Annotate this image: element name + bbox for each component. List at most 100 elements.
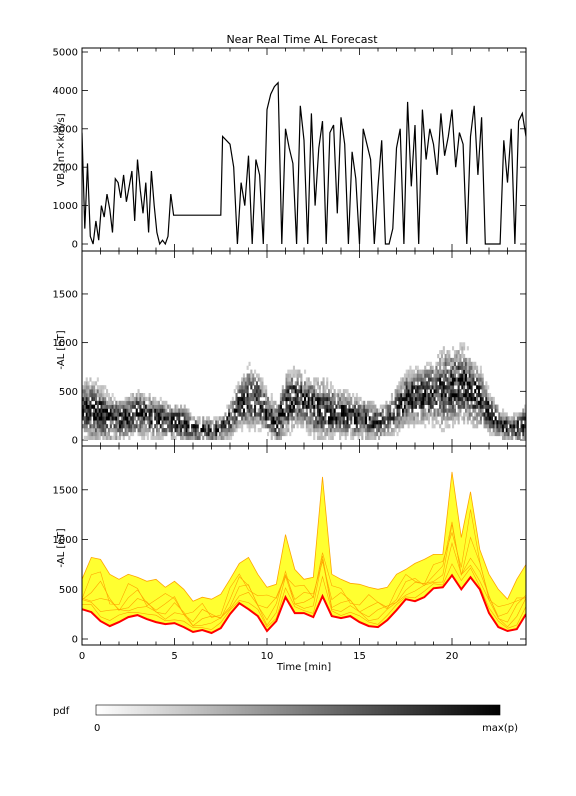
pdf-cell (420, 420, 423, 425)
pdf-cell (313, 377, 316, 382)
pdf-cell (316, 396, 319, 402)
pdf-cell (207, 420, 210, 425)
pdf-cell (331, 424, 334, 429)
pdf-cell (313, 431, 316, 437)
pdf-cell (353, 428, 356, 433)
pdf-cell (461, 385, 464, 390)
pdf-cell (113, 435, 116, 440)
pdf-cell (459, 400, 462, 405)
pdf-cell (109, 428, 112, 433)
pdf-cell (440, 389, 443, 394)
pdf-cell (455, 416, 458, 421)
pdf-cell (433, 396, 436, 402)
pdf-cell (181, 412, 184, 417)
pdf-cell (296, 393, 299, 398)
pdf-cell (381, 412, 384, 417)
pdf-cell (124, 428, 127, 433)
pdf-cell (477, 373, 480, 378)
pdf-cell (235, 393, 238, 398)
pdf-cell (265, 385, 268, 390)
pdf-cell (93, 416, 96, 421)
pdf-cell (231, 424, 234, 429)
pdf-cell (424, 396, 427, 402)
pdf-cell (390, 431, 393, 437)
pdf-cell (259, 385, 262, 390)
pdf-cell (341, 428, 344, 433)
pdf-cell (102, 420, 105, 425)
pdf-cell (416, 420, 419, 425)
pdf-cell (320, 381, 323, 386)
pdf-cell (93, 396, 96, 402)
pdf-cell (376, 408, 379, 413)
pdf-cell (381, 408, 384, 413)
pdf-cell (346, 396, 349, 402)
pdf-cell (476, 385, 479, 390)
pdf-cell (104, 428, 107, 433)
pdf-cell (285, 385, 288, 390)
pdf-cell (218, 431, 221, 437)
pdf-cell (139, 408, 142, 413)
pdf-cell (85, 381, 88, 386)
pdf-cell (339, 428, 342, 433)
pdf-cell (237, 420, 240, 425)
pdf-cell (96, 424, 99, 429)
pdf-cell (450, 400, 453, 405)
pdf-cell (233, 408, 236, 413)
pdf-cell (333, 400, 336, 405)
pdf-cell (154, 424, 157, 429)
pdf-cell (276, 412, 279, 417)
pdf-cell (261, 393, 264, 398)
pdf-cell (261, 400, 264, 405)
pdf-cell (370, 420, 373, 425)
pdf-cell (294, 373, 297, 378)
pdf-cell (328, 400, 331, 405)
pdf-cell (304, 400, 307, 405)
pdf-cell (98, 416, 101, 421)
pdf-cell (429, 373, 432, 378)
pdf-cell (109, 400, 112, 405)
pdf-cell (287, 396, 290, 402)
pdf-cell (435, 393, 438, 398)
pdf-cell (152, 408, 155, 413)
pdf-cell (431, 412, 434, 417)
pdf-cell (461, 373, 464, 378)
pdf-cell (446, 350, 449, 355)
pdf-cell (424, 400, 427, 405)
pdf-cell (416, 369, 419, 374)
pdf-cell (250, 424, 253, 429)
pdf-cell (328, 408, 331, 413)
pdf-cell (276, 416, 279, 421)
pdf-cell (111, 435, 114, 440)
pdf-cell (313, 412, 316, 417)
pdf-cell (431, 365, 434, 370)
pdf-cell (83, 381, 86, 386)
pdf-cell (119, 428, 122, 433)
pdf-cell (294, 420, 297, 425)
x-tick-label: 20 (446, 651, 459, 662)
pdf-cell (313, 435, 316, 440)
pdf-cell (337, 412, 340, 417)
pdf-cell (357, 412, 360, 417)
pdf-cell (93, 385, 96, 390)
pdf-cell (276, 404, 279, 409)
pdf-cell (424, 381, 427, 386)
pdf-cell (83, 400, 86, 405)
pdf-cell (246, 373, 249, 378)
pdf-cell (359, 428, 362, 433)
pdf-cell (300, 393, 303, 398)
pdf-cell (305, 381, 308, 386)
pdf-cell (148, 416, 151, 421)
pdf-cell (516, 424, 519, 429)
pdf-cell (490, 431, 493, 437)
pdf-cell (479, 416, 482, 421)
pdf-cell (298, 385, 301, 390)
pdf-cell (291, 424, 294, 429)
pdf-cell (237, 389, 240, 394)
pdf-cell (126, 428, 129, 433)
pdf-cell (415, 393, 418, 398)
pdf-cell (403, 420, 406, 425)
pdf-cell (265, 396, 268, 402)
pdf-cell (500, 420, 503, 425)
pdf-cell (226, 416, 229, 421)
pdf-cell (431, 420, 434, 425)
